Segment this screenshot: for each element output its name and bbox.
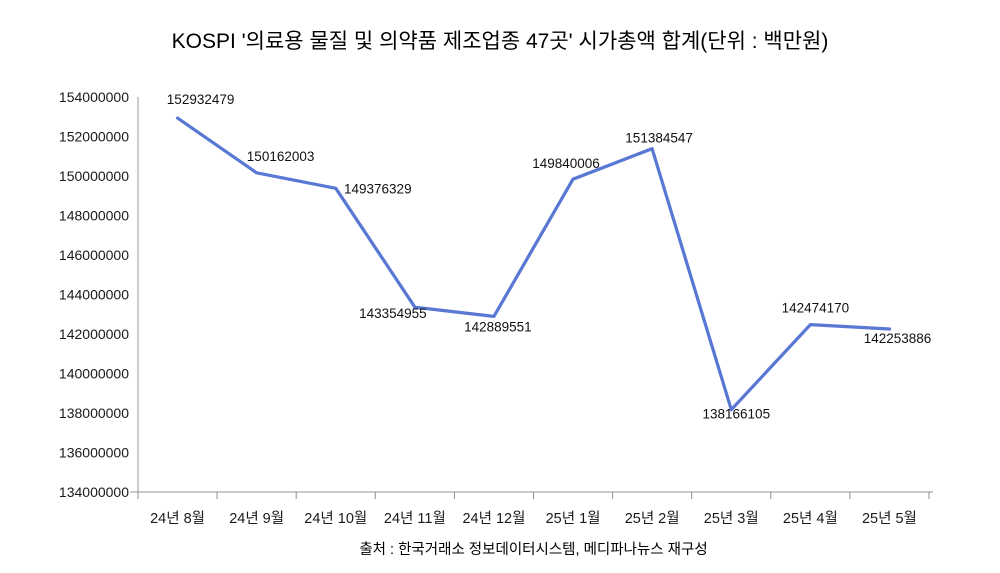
data-point-label: 142889551 (464, 319, 532, 334)
x-axis-tick-label: 25년 2월 (625, 510, 680, 527)
source-caption: 출처 : 한국거래소 정보데이터시스템, 메디파나뉴스 재구성 (359, 542, 708, 558)
y-axis-tick-label: 154000000 (59, 89, 129, 105)
data-point-label: 149376329 (344, 181, 412, 196)
x-axis-tick-label: 24년 10월 (304, 510, 367, 527)
y-axis-tick-label: 134000000 (59, 484, 129, 500)
y-axis-tick-label: 144000000 (59, 287, 129, 303)
x-axis-tick-label: 25년 3월 (704, 510, 759, 527)
x-axis-tick-label: 25년 4월 (783, 510, 838, 527)
data-point-label: 152932479 (167, 92, 235, 107)
data-point-label: 151384547 (625, 131, 693, 146)
x-axis-tick-label: 25년 5월 (862, 510, 917, 527)
data-point-label: 143354955 (359, 306, 427, 321)
data-series-line (175, 116, 892, 412)
x-axis-tick-label: 24년 8월 (150, 510, 205, 527)
y-axis-tick-label: 146000000 (59, 247, 129, 263)
data-point-label: 150162003 (247, 149, 315, 164)
y-axis-tick-label: 148000000 (59, 208, 129, 224)
y-axis-tick-label: 152000000 (59, 129, 129, 145)
x-axis-tick-label: 24년 11월 (384, 510, 446, 527)
data-point-label: 142253886 (864, 331, 932, 346)
data-point-label: 138166105 (703, 407, 771, 422)
chart-title: KOSPI '의료용 물질 및 의약품 제조업종 47곳' 시가총액 합계(단위… (171, 30, 829, 53)
x-axis-tick-label: 25년 1월 (546, 510, 601, 527)
x-axis-tick-label: 24년 9월 (229, 510, 284, 527)
y-axis-tick-label: 150000000 (59, 168, 129, 184)
x-axis-tick-label: 24년 12월 (462, 510, 525, 527)
y-axis-tick-label: 142000000 (59, 326, 129, 342)
data-point-label: 142474170 (782, 301, 850, 316)
y-axis-tick-label: 138000000 (59, 405, 129, 421)
y-axis-tick-label: 140000000 (59, 366, 129, 382)
y-axis-tick-label: 136000000 (59, 445, 129, 461)
data-point-label: 149840006 (532, 156, 600, 171)
